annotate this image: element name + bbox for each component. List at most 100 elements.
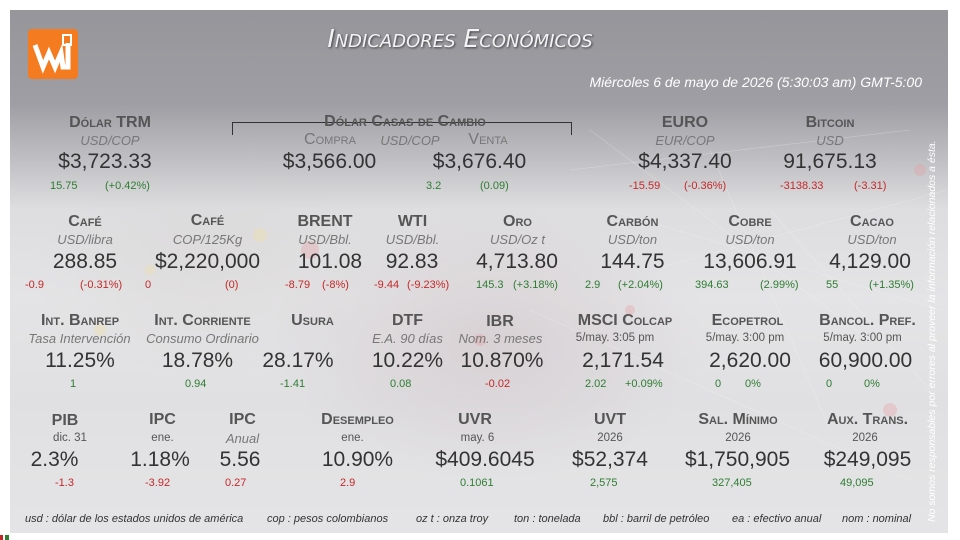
cafe-cop-value: $2,220,000 — [154, 250, 261, 273]
uvr-value: $409.6045 — [435, 448, 535, 471]
wti-value: 92.83 — [385, 250, 439, 273]
euro-value: $4,337.40 — [638, 150, 732, 173]
carbon-unit: USD/ton — [607, 232, 658, 247]
page-title: Indicadores Económicos — [327, 24, 593, 53]
bancol-time: 5/may. 3:00 pm — [823, 332, 902, 344]
uvt-label: UVT — [594, 411, 626, 428]
ipc-annual-unit: Anual — [225, 431, 260, 446]
brent-change: -8.79 — [285, 279, 311, 291]
dtf-unit: E.A. 90 días — [372, 331, 443, 346]
pib-value: 2.3% — [30, 448, 79, 471]
dtf-change: 0.08 — [390, 378, 412, 390]
cacao-change-pct: (+1.35%) — [869, 279, 914, 291]
auxtrans-label: Aux. Trans. — [826, 411, 909, 428]
cafe-cop-change: 0 — [145, 279, 152, 291]
colcap-value: 2,171.54 — [582, 349, 664, 372]
cafe-usd-change: -0.9 — [25, 279, 44, 291]
ipc-month-date: ene. — [151, 432, 174, 444]
pib-label: PIB — [51, 412, 79, 429]
uvr-label: UVR — [458, 411, 492, 428]
casas-change-abs: (0.09) — [480, 180, 509, 192]
brent-value: 101.08 — [297, 250, 363, 273]
ipc-annual-value: 5.56 — [219, 448, 261, 471]
carbon-change: 2.9 — [585, 279, 601, 291]
footer-nom: nom : nominal — [842, 513, 912, 525]
euro-unit: EUR/COP — [655, 133, 715, 148]
cacao-unit: USD/ton — [847, 232, 897, 247]
usura-change: -1.41 — [280, 378, 306, 390]
compra-value: $3,566.00 — [282, 150, 377, 173]
wti-label: WTI — [397, 213, 428, 230]
colcap-label: MSCI Colcap — [577, 312, 673, 329]
cafe-usd-change-pct: (-0.31%) — [80, 279, 123, 291]
cacao-value: 4,129.00 — [829, 250, 911, 273]
cobre-label: Cobre — [728, 213, 772, 230]
bitcoin-change-pct: (-3.31) — [854, 180, 887, 192]
bancol-value: 60,900.00 — [818, 349, 913, 372]
trm-value: $3,723.33 — [58, 150, 152, 173]
compra-label: Compra — [304, 131, 356, 148]
bancol-change-pct: 0% — [864, 378, 880, 390]
pib-change: -1.3 — [55, 477, 74, 489]
bancol-label: Bancol. Pref. — [819, 312, 916, 329]
oro-unit: USD/Oz t — [490, 232, 545, 247]
trm-unit: USD/COP — [80, 133, 140, 148]
usura-value: 28.17% — [262, 349, 334, 372]
date-time: Miércoles 6 de mayo de 2026 (5:30:03 am)… — [589, 74, 922, 90]
desempleo-value: 10.90% — [321, 448, 394, 471]
salario-label: Sal. Mínimo — [698, 411, 778, 428]
cobre-change-pct: (2.99%) — [760, 279, 799, 291]
salario-value: $1,750,905 — [684, 448, 791, 471]
wti-change: -9.44 — [374, 279, 400, 291]
cacao-change: 55 — [826, 279, 839, 291]
ecopetrol-change-pct: 0% — [745, 378, 761, 390]
auxtrans-change: 49,095 — [840, 477, 874, 489]
casas-change: 3.2 — [426, 180, 442, 192]
banrep-unit: Tasa Intervención — [28, 331, 131, 346]
bitcoin-unit: USD — [816, 133, 844, 148]
trm-change-pct: (+0.42%) — [105, 180, 150, 192]
logo-icon — [32, 34, 72, 74]
wti-change-pct: (-9.23%) — [407, 279, 450, 291]
cafe-usd-value: 288.85 — [52, 250, 118, 273]
dtf-label: DTF — [391, 312, 424, 329]
cafe-cop-unit: COP/125Kg — [172, 232, 243, 247]
cobre-change: 394.63 — [695, 279, 729, 291]
content-overlay — [10, 10, 948, 533]
cafe-cop-label: Café — [190, 212, 225, 229]
trm-change: 15.75 — [50, 180, 78, 192]
bitcoin-label: Bitcoin — [805, 114, 855, 131]
footer-ton: ton : tonelada — [514, 513, 581, 525]
uvt-year: 2026 — [597, 432, 623, 444]
bitcoin-change: -3138.33 — [780, 180, 824, 192]
cobre-value: 13,606.91 — [703, 250, 797, 273]
footer-cop: cop : pesos colombianos — [267, 513, 389, 525]
desempleo-label: Desempleo — [321, 411, 394, 428]
banrep-change: 1 — [70, 378, 77, 390]
ibr-value: 10.870% — [460, 349, 544, 372]
ecopetrol-label: Ecopetrol — [711, 312, 784, 329]
casas-label: Dólar Casas de Cambio — [324, 113, 486, 130]
bitcoin-value: 91,675.13 — [783, 150, 877, 173]
cafe-usd-unit: USD/libra — [57, 232, 113, 247]
cafe-usd-label: Café — [68, 213, 102, 230]
usura-label: Usura — [291, 312, 334, 329]
uvt-change: 2,575 — [590, 477, 618, 489]
footer-usd: usd : dólar de los estados unidos de amé… — [25, 513, 244, 525]
colcap-time: 5/may. 3:05 pm — [575, 332, 655, 344]
ibr-label: IBR — [486, 313, 514, 330]
uvr-date: may. 6 — [460, 432, 495, 444]
ipc-annual-label: IPC — [229, 411, 256, 428]
brent-change-pct: (-8%) — [322, 279, 349, 291]
desempleo-change: 2.9 — [340, 477, 356, 489]
ecopetrol-time: 5/may. 3:00 pm — [705, 332, 785, 344]
euro-change: -15.59 — [629, 180, 661, 192]
uvr-change: 0.1061 — [460, 477, 494, 489]
ibr-change: -0.02 — [485, 378, 511, 390]
euro-change-pct: (-0.36%) — [684, 180, 727, 192]
flag-marker — [0, 535, 9, 540]
carbon-value: 144.75 — [600, 250, 665, 273]
carbon-change-pct: (+2.04%) — [618, 279, 663, 291]
footer-ea: ea : efectivo anual — [732, 513, 822, 525]
